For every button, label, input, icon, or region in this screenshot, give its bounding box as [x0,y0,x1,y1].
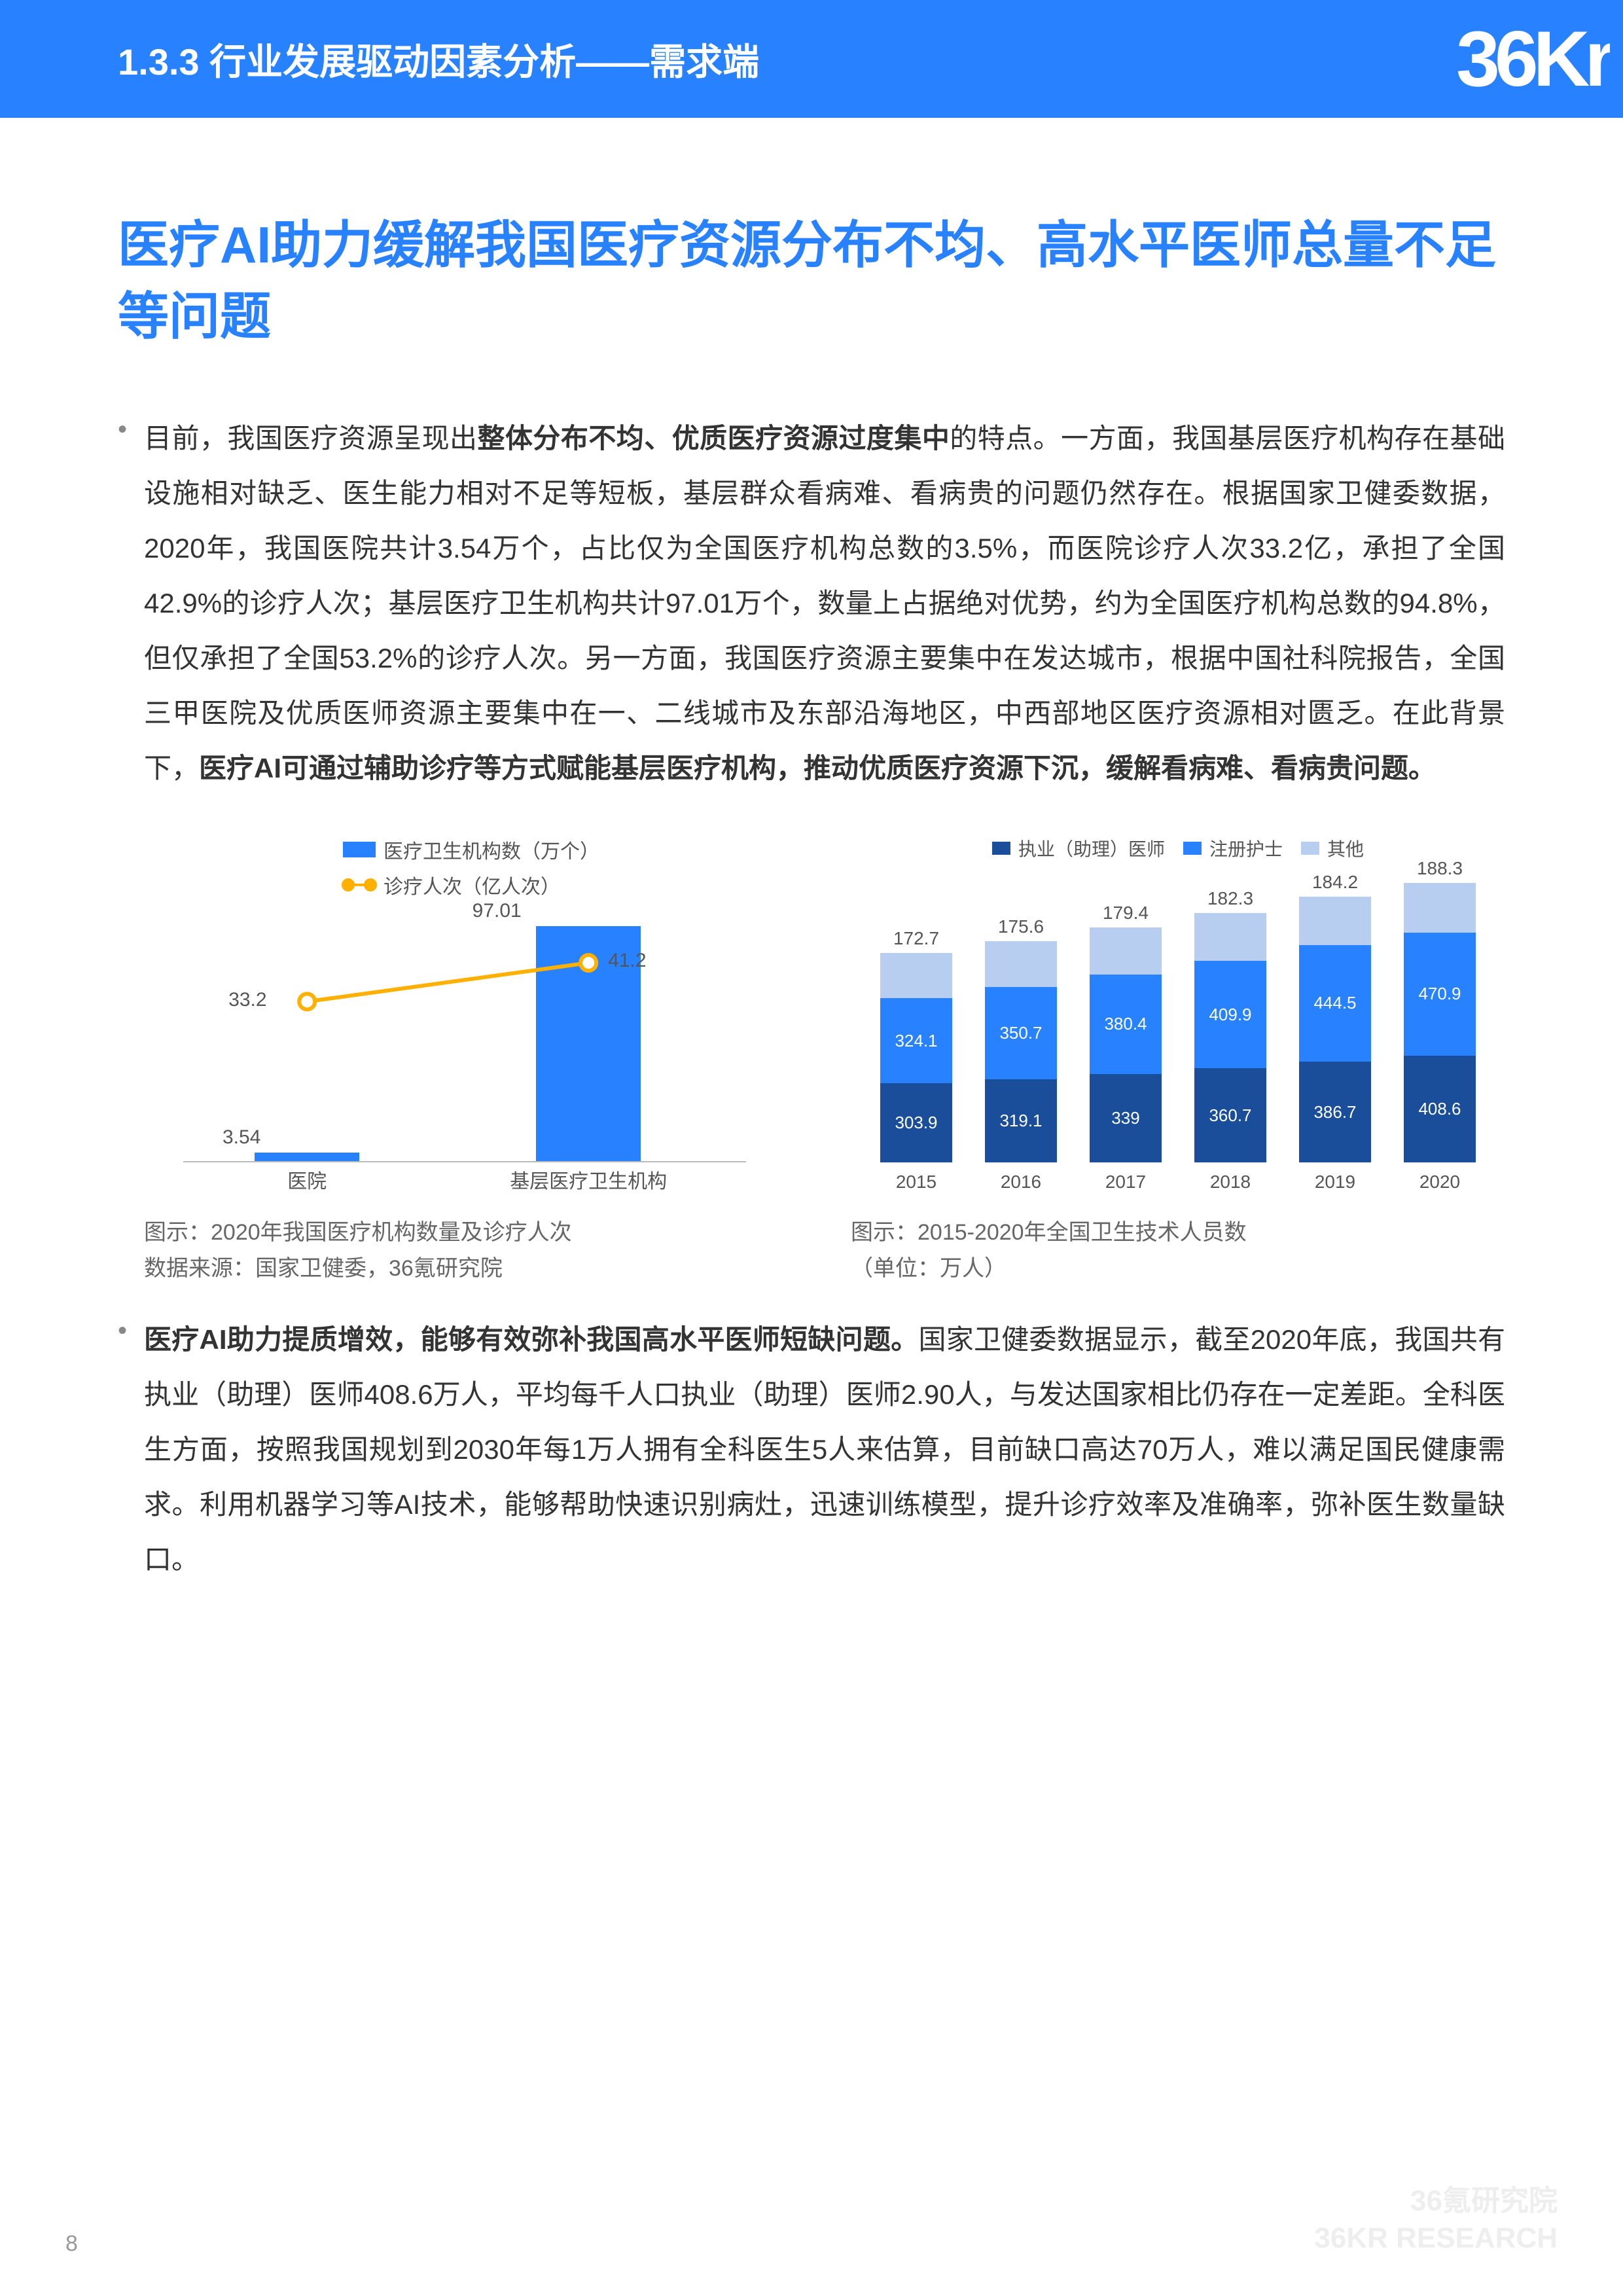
chart-2-segment-value: 444.5 [1313,993,1356,1013]
paragraph-2: • 医疗AI助力提质增效，能够有效弥补我国高水平医师短缺问题。国家卫健委数据显示… [118,1312,1505,1587]
bullet-dot: • [118,411,144,796]
legend-swatch [1183,842,1202,855]
chart-2-segment [1299,897,1371,945]
watermark-l2: 36KR RESEARCH [1314,2219,1558,2257]
chart-2-segment: 386.7 [1299,1062,1371,1163]
chart-2-segment [1090,927,1162,975]
chart-2-legend-item: 执业（助理）医师 [992,835,1165,861]
main-heading: 医疗AI助力缓解我国医疗资源分布不均、高水平医师总量不足等问题 [118,209,1505,352]
chart-1: 医疗卫生机构数（万个） 诊疗人次（亿人次） 3.54医院97.01基层医疗卫生机… [144,835,798,1286]
chart-2-segment-value: 386.7 [1313,1102,1356,1122]
legend-label: 其他 [1327,835,1364,861]
header-bar: 1.3.3 行业发展驱动因素分析——需求端 36Kr [0,0,1623,118]
chart-2-plot: 303.9324.1172.72015319.1350.7175.6201633… [864,874,1492,1162]
legend-label: 注册护士 [1209,835,1283,861]
paragraph-2-text: 医疗AI助力提质增效，能够有效弥补我国高水平医师短缺问题。国家卫健委数据显示，截… [144,1312,1505,1587]
chart-1-line [183,920,746,1162]
chart-2-top-value: 172.7 [880,928,952,949]
chart-2-segment: 380.4 [1090,975,1162,1074]
page-content: 医疗AI助力缓解我国医疗资源分布不均、高水平医师总量不足等问题 • 目前，我国医… [118,209,1505,1626]
chart-2-top-value: 175.6 [985,916,1057,937]
chart-2-segment [985,941,1057,987]
chart-2-top-value: 184.2 [1299,872,1371,893]
chart-2-top-value: 188.3 [1404,858,1476,879]
chart-2-top-value: 179.4 [1090,903,1162,924]
chart-1-line-value: 41.2 [608,950,646,972]
chart-2-segment: 303.9 [880,1083,952,1163]
chart-2-segment-value: 303.9 [895,1113,937,1133]
chart-2-x-label: 2015 [880,1172,952,1193]
chart-2-segment: 350.7 [985,987,1057,1079]
chart-2-segment-value: 324.1 [895,1031,937,1051]
legend-swatch [992,842,1010,855]
chart-2-segment-value: 408.6 [1418,1099,1461,1119]
watermark-l1: 36氪研究院 [1314,2182,1558,2219]
chart-1-caption: 图示：2020年我国医疗机构数量及诊疗人次 数据来源：国家卫健委，36氪研究院 [144,1215,798,1286]
chart-2-legend-item: 注册护士 [1183,835,1283,861]
chart-1-legend: 医疗卫生机构数（万个） 诊疗人次（亿人次） [343,835,599,899]
chart-1-caption-l2: 数据来源：国家卫健委，36氪研究院 [144,1251,798,1286]
chart-1-caption-l1: 图示：2020年我国医疗机构数量及诊疗人次 [144,1215,798,1250]
chart-2-segment-value: 319.1 [999,1111,1042,1131]
chart-2-bar-column: 339380.4179.42017 [1090,927,1162,1163]
chart-2-x-label: 2018 [1194,1172,1266,1193]
chart-2-legend-item: 其他 [1301,835,1364,861]
chart-2-bar-column: 319.1350.7175.62016 [985,941,1057,1162]
paragraph-1: • 目前，我国医疗资源呈现出整体分布不均、优质医疗资源过度集中的特点。一方面，我… [118,411,1505,796]
chart-2-segment [1404,883,1476,932]
legend-label-bar: 医疗卫生机构数（万个） [383,835,599,864]
chart-2-segment: 319.1 [985,1079,1057,1163]
chart-2-bar-column: 360.7409.9182.32018 [1194,913,1266,1162]
chart-2-legend: 执业（助理）医师 注册护士 其他 [992,835,1364,861]
chart-2-x-label: 2017 [1090,1172,1162,1193]
charts-row: 医疗卫生机构数（万个） 诊疗人次（亿人次） 3.54医院97.01基层医疗卫生机… [144,835,1505,1286]
chart-2-segment-value: 380.4 [1104,1014,1147,1034]
chart-1-line-value: 33.2 [228,989,266,1011]
chart-2-segment [880,953,952,998]
watermark: 36氪研究院 36KR RESEARCH [1314,2182,1558,2257]
legend-swatch-line [343,884,376,886]
chart-2-segment: 409.9 [1194,961,1266,1068]
chart-1-x-label: 基层医疗卫生机构 [503,1165,673,1194]
chart-2-segment-value: 409.9 [1209,1005,1251,1025]
chart-2-segment: 444.5 [1299,945,1371,1062]
chart-2-segment: 408.6 [1404,1056,1476,1162]
chart-2-segment: 470.9 [1404,933,1476,1056]
chart-2-segment [1194,913,1266,961]
chart-2-caption-l1: 图示：2015-2020年全国卫生技术人员数 [851,1215,1505,1250]
chart-2-segment-value: 360.7 [1209,1105,1251,1126]
chart-1-bar-value: 97.01 [457,900,536,922]
paragraph-1-text: 目前，我国医疗资源呈现出整体分布不均、优质医疗资源过度集中的特点。一方面，我国基… [144,411,1505,796]
legend-label-line: 诊疗人次（亿人次） [383,870,560,899]
chart-2-area: 执业（助理）医师 注册护士 其他 303.9 324.1 172.7 2015 319.1 3… [851,835,1505,1202]
chart-2-segment: 324.1 [880,998,952,1083]
chart-1-area: 医疗卫生机构数（万个） 诊疗人次（亿人次） 3.54医院97.01基层医疗卫生机… [144,835,798,1202]
chart-2-segment-value: 350.7 [999,1023,1042,1043]
chart-2-caption: 图示：2015-2020年全国卫生技术人员数 （单位：万人） [851,1215,1505,1286]
chart-2-bar-column: 386.7444.5184.22019 [1299,897,1371,1162]
chart-2-segment: 360.7 [1194,1068,1266,1162]
page-number: 8 [65,2231,78,2257]
legend-swatch [1301,842,1319,855]
chart-2-x-label: 2020 [1404,1172,1476,1193]
legend-label: 执业（助理）医师 [1018,835,1165,861]
chart-1-plot: 3.54医院97.01基层医疗卫生机构33.241.2 [183,920,746,1162]
chart-2-segment-value: 339 [1111,1108,1139,1128]
chart-2-segment-value: 470.9 [1418,984,1461,1004]
chart-2-x-label: 2016 [985,1172,1057,1193]
section-number-title: 1.3.3 行业发展驱动因素分析——需求端 [118,33,759,86]
chart-2-segment: 339 [1090,1074,1162,1163]
chart-2-caption-l2: （单位：万人） [851,1251,1505,1286]
chart-1-x-label: 医院 [222,1165,392,1194]
logo-36kr: 36Kr [1456,14,1610,104]
bullet-dot: • [118,1312,144,1587]
chart-2-x-label: 2019 [1299,1172,1371,1193]
chart-2: 执业（助理）医师 注册护士 其他 303.9 324.1 172.7 2015 319.1 3… [851,835,1505,1286]
chart-2-top-value: 182.3 [1194,888,1266,909]
chart-2-bar-column: 303.9324.1172.72015 [880,953,952,1162]
legend-swatch-bar [343,842,376,857]
chart-2-bar-column: 408.6470.9188.32020 [1404,883,1476,1162]
